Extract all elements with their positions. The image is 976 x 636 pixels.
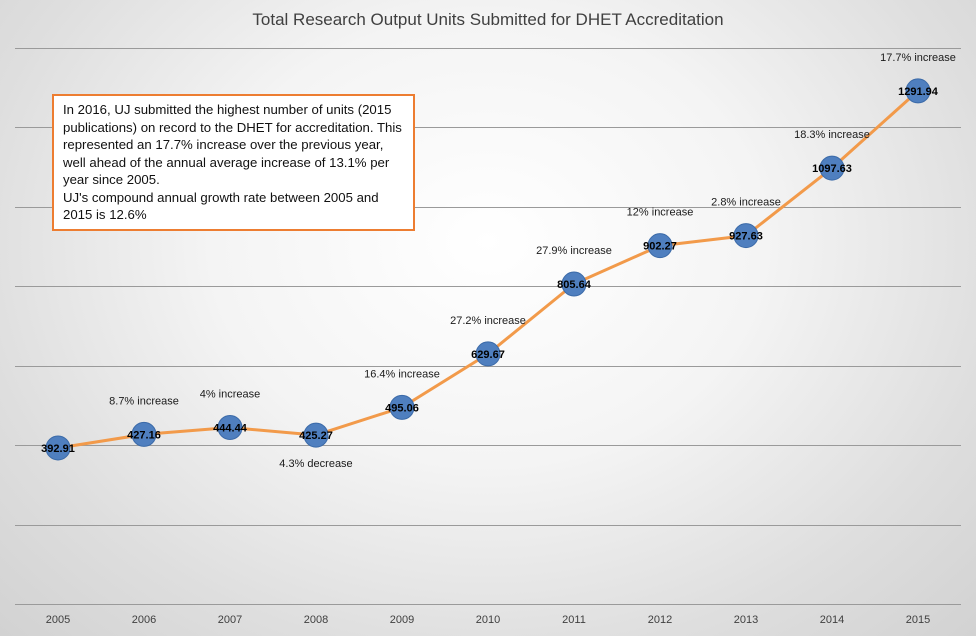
data-label: 392.91 [41, 443, 75, 455]
data-point [561, 271, 587, 297]
chart-title: Total Research Output Units Submitted fo… [252, 10, 724, 29]
change-label: 8.7% increase [109, 395, 179, 407]
data-points [45, 78, 931, 461]
change-label: 27.2% increase [450, 315, 526, 327]
data-label: 902.27 [643, 241, 677, 253]
x-tick-label: 2010 [476, 614, 500, 626]
x-tick-label: 2014 [820, 614, 844, 626]
data-point [45, 435, 71, 461]
x-tick-label: 2007 [218, 614, 242, 626]
change-label: 2.8% increase [711, 197, 781, 209]
data-label: 629.67 [471, 349, 505, 361]
x-tick-label: 2011 [562, 614, 586, 626]
x-tick-label: 2013 [734, 614, 758, 626]
x-tick-label: 2009 [390, 614, 414, 626]
data-label: 425.27 [299, 430, 333, 442]
data-point [905, 78, 931, 104]
annotation-textbox: In 2016, UJ submitted the highest number… [52, 94, 415, 231]
data-label: 805.64 [557, 279, 592, 291]
data-point [475, 341, 501, 367]
data-label: 1097.63 [812, 163, 852, 175]
change-label: 16.4% increase [364, 368, 440, 380]
change-labels: 8.7% increase 4% increase 4.3% decrease 16.… [109, 52, 956, 470]
data-label: 495.06 [385, 402, 419, 414]
data-point [131, 421, 157, 447]
data-label: 927.63 [729, 231, 763, 243]
x-axis-tick-labels: 2005 2006 2007 2008 2009 2010 2011 2012 2013 2014… [46, 614, 930, 626]
data-label: 1291.94 [898, 86, 939, 98]
change-label: 12% increase [627, 207, 694, 219]
x-tick-label: 2008 [304, 614, 328, 626]
data-label: 444.44 [213, 422, 248, 434]
data-labels: 392.91 427.16 444.44 425.27 495.06 629.67 805.… [41, 86, 939, 455]
x-tick-label: 2015 [906, 614, 930, 626]
annotation-paragraph-2: UJ's compound annual growth rate between… [63, 189, 379, 223]
data-point [733, 223, 759, 249]
x-tick-label: 2005 [46, 614, 70, 626]
x-tick-label: 2006 [132, 614, 156, 626]
change-label: 4% increase [200, 388, 261, 400]
data-point [389, 394, 415, 420]
change-label: 18.3% increase [794, 129, 870, 141]
data-label: 427.16 [127, 429, 161, 441]
data-point [647, 233, 673, 259]
annotation-paragraph-1: In 2016, UJ submitted the highest number… [63, 102, 402, 187]
x-tick-label: 2012 [648, 614, 672, 626]
change-label: 17.7% increase [880, 52, 956, 64]
data-point [819, 155, 845, 181]
change-label: 4.3% decrease [279, 458, 352, 470]
data-point [217, 414, 243, 440]
data-point [303, 422, 329, 448]
change-label: 27.9% increase [536, 245, 612, 257]
